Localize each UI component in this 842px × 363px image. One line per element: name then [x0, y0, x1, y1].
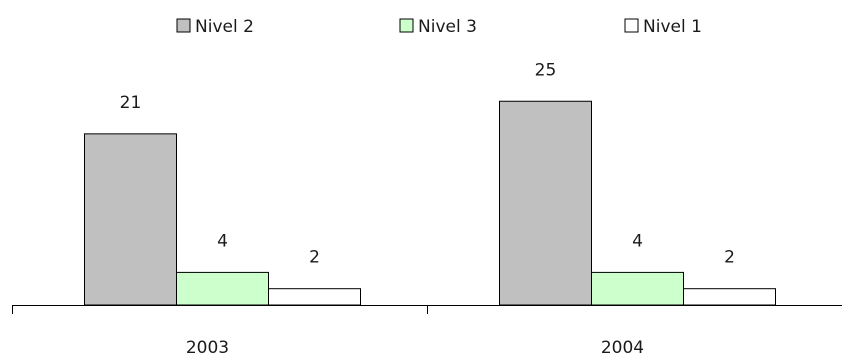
bar-nivel-2-2004 — [499, 100, 592, 306]
legend-swatch-nivel-2 — [176, 18, 191, 33]
legend-swatch-nivel-3 — [399, 18, 414, 33]
bar-nivel-1-2003 — [268, 288, 361, 306]
data-label-nivel-1-2004: 2 — [724, 248, 735, 268]
legend-label-nivel-3: Nivel 3 — [418, 17, 477, 37]
data-label-nivel-2-2004: 25 — [535, 60, 557, 80]
x-tick-label-2003: 2003 — [186, 338, 229, 358]
x-axis: 2003 2004 — [12, 305, 842, 358]
plot-area — [84, 100, 776, 306]
data-labels: 21 4 2 25 4 2 — [120, 60, 735, 267]
x-tick-label-2004: 2004 — [601, 338, 644, 358]
legend-label-nivel-1: Nivel 1 — [643, 17, 702, 37]
data-label-nivel-3-2004: 4 — [632, 231, 643, 251]
data-label-nivel-2-2003: 21 — [120, 93, 142, 113]
data-label-nivel-3-2003: 4 — [217, 231, 228, 251]
legend-swatch-nivel-1 — [624, 18, 639, 33]
bar-nivel-3-2003 — [176, 271, 269, 306]
legend: Nivel 2 Nivel 3 Nivel 1 — [176, 17, 702, 37]
legend-label-nivel-2: Nivel 2 — [195, 17, 254, 37]
bar-nivel-3-2004 — [591, 271, 684, 306]
data-label-nivel-1-2003: 2 — [309, 248, 320, 268]
bar-nivel-1-2004 — [683, 288, 776, 306]
bar-nivel-2-2003 — [84, 133, 177, 306]
